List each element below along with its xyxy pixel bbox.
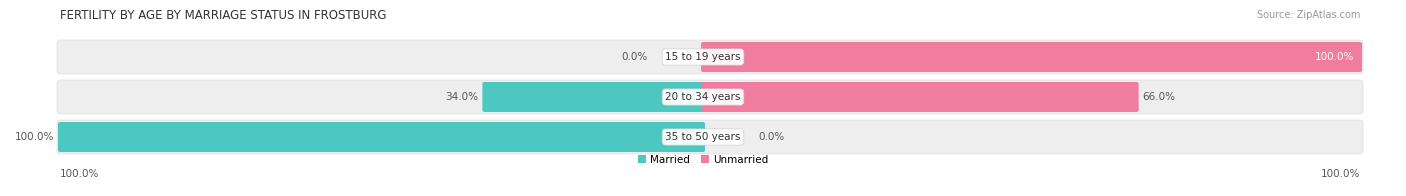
Text: 35 to 50 years: 35 to 50 years xyxy=(665,132,741,142)
Text: 66.0%: 66.0% xyxy=(1143,92,1175,102)
Text: 100.0%: 100.0% xyxy=(60,169,100,179)
FancyBboxPatch shape xyxy=(702,82,1139,112)
Text: 34.0%: 34.0% xyxy=(446,92,478,102)
FancyBboxPatch shape xyxy=(702,42,1362,72)
Text: Source: ZipAtlas.com: Source: ZipAtlas.com xyxy=(1257,10,1360,20)
Text: 100.0%: 100.0% xyxy=(14,132,53,142)
Text: 0.0%: 0.0% xyxy=(621,52,648,62)
FancyBboxPatch shape xyxy=(58,122,704,152)
FancyBboxPatch shape xyxy=(58,40,1362,74)
Text: FERTILITY BY AGE BY MARRIAGE STATUS IN FROSTBURG: FERTILITY BY AGE BY MARRIAGE STATUS IN F… xyxy=(60,8,387,22)
Text: 0.0%: 0.0% xyxy=(758,132,785,142)
FancyBboxPatch shape xyxy=(58,80,1362,114)
Text: 20 to 34 years: 20 to 34 years xyxy=(665,92,741,102)
FancyBboxPatch shape xyxy=(482,82,704,112)
Text: 100.0%: 100.0% xyxy=(1320,169,1360,179)
FancyBboxPatch shape xyxy=(58,120,1362,154)
Text: 15 to 19 years: 15 to 19 years xyxy=(665,52,741,62)
Text: 100.0%: 100.0% xyxy=(1315,52,1354,62)
Legend: Married, Unmarried: Married, Unmarried xyxy=(634,151,772,169)
